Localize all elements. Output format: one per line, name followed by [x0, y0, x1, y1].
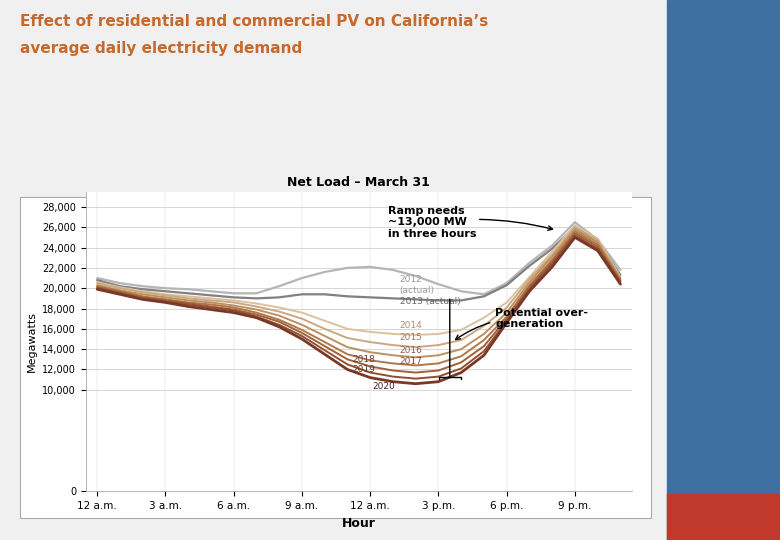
Text: 2018: 2018: [352, 355, 375, 364]
Text: Ramp needs
~13,000 MW
in three hours: Ramp needs ~13,000 MW in three hours: [388, 206, 552, 239]
Text: 2020: 2020: [373, 382, 395, 392]
Title: Net Load – March 31: Net Load – March 31: [287, 176, 431, 189]
Y-axis label: Megawatts: Megawatts: [27, 311, 37, 372]
Text: Effect of residential and commercial PV on California’s: Effect of residential and commercial PV …: [20, 14, 488, 29]
Text: 2017: 2017: [399, 357, 423, 366]
Text: Potential over-
generation: Potential over- generation: [456, 308, 588, 340]
X-axis label: Hour: Hour: [342, 517, 376, 530]
Text: average daily electricity demand: average daily electricity demand: [20, 40, 302, 56]
Text: 2016: 2016: [399, 346, 423, 355]
Text: 2013 (actual): 2013 (actual): [399, 297, 460, 306]
Text: 2012
(actual): 2012 (actual): [399, 275, 434, 295]
Text: 2014: 2014: [399, 321, 423, 330]
Text: 2019: 2019: [352, 365, 375, 374]
Text: 2015: 2015: [399, 334, 423, 342]
